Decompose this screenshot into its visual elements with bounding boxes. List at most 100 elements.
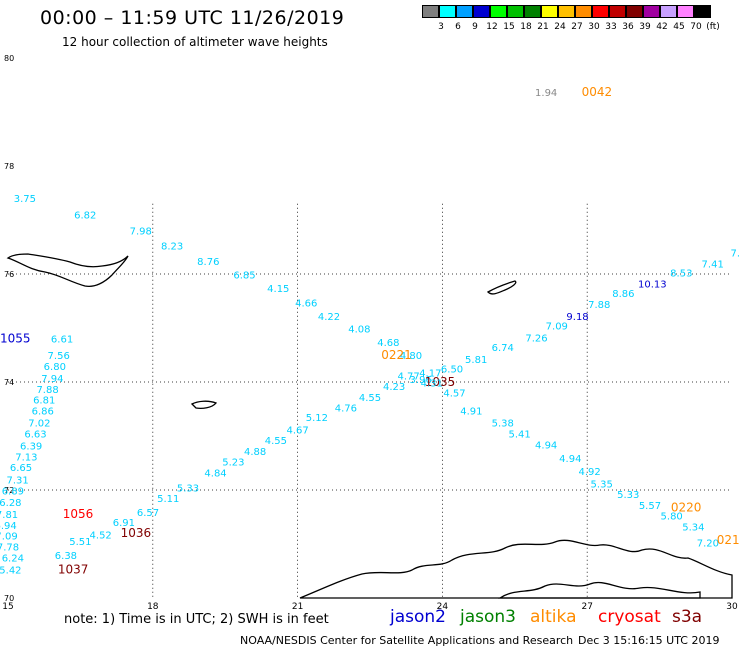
swh-value-label: 4.94 [559,454,581,465]
scale-label: 33 [605,22,617,32]
swh-value-label: 10.13 [638,280,667,291]
coastline [486,280,517,295]
scale-label: 42 [656,22,668,32]
scale-swatch [473,5,490,18]
pass-time-label: 1055 [0,332,31,346]
scale-label: 15 [503,22,515,32]
swh-value-label: 6.63 [24,430,46,441]
scale-label: 9 [472,22,478,32]
swh-value-label: 7.20 [697,539,719,550]
swh-value-label: 5.11 [157,494,179,505]
swh-value-label: 4.17 [419,369,441,380]
scale-swatch [626,5,643,18]
swh-value-label: 4.94 [535,440,557,451]
swh-value-label: 6.39 [20,442,42,453]
swh-value-label: 7.09 [0,532,18,543]
swh-value-label: 5.42 [0,566,22,577]
lon-tick-label: 15 [2,602,13,612]
pass-time-label: 1035 [425,375,456,389]
swh-value-label: 5.33 [177,484,199,495]
swh-value-label: 5.41 [508,430,530,441]
scale-label: 3 [438,22,444,32]
scale-label: 27 [571,22,583,32]
scale-swatch [609,5,626,18]
swh-value-label: 7.78 [0,542,19,553]
scale-swatch [490,5,507,18]
scale-swatch [439,5,456,18]
swh-value-label: 6.57 [137,508,159,519]
swh-value-label: 7.26 [525,334,547,345]
scale-swatch [507,5,524,18]
lon-tick-label: 24 [437,602,449,612]
pass-time-label: 1036 [121,526,152,540]
swh-value-label: 7.31 [7,476,29,487]
pass-time-label: 1037 [58,563,89,577]
swh-value-label: 4.52 [90,531,112,542]
lat-tick-label: 80 [4,54,14,63]
swh-value-label: 4.76 [335,404,357,415]
scale-swatch [694,5,711,18]
pass-time-label: 0219 [717,533,740,547]
swh-value-label: 4.88 [244,447,266,458]
page-subtitle: 12 hour collection of altimeter wave hei… [62,35,328,49]
swh-value-label: 5.81 [465,355,487,366]
swh-value-label: 7.98 [130,227,152,238]
swh-value-label: 5.33 [617,490,639,501]
scale-swatch [558,5,575,18]
swh-value-label: 6.50 [441,364,463,375]
swh-value-label: 7.88 [36,385,58,396]
scale-label: 30 [588,22,600,32]
swh-value-label: 6.61 [51,335,73,346]
swh-value-label: 7.81 [0,510,18,521]
scale-swatch [524,5,541,18]
scale-label: 24 [554,22,566,32]
scale-label: 45 [673,22,685,32]
scale-swatch [575,5,592,18]
swh-value-label: 4.55 [359,393,381,404]
coastline [6,253,129,288]
swh-value-label: 7.88 [588,300,610,311]
swh-value-label: 4.84 [204,469,226,480]
lon-tick-label: 30 [726,602,738,612]
swh-value-label: 4.23 [383,382,405,393]
swh-value-label: 8.23 [161,242,183,253]
swh-value-label: 6.94 [0,521,17,532]
scale-label: 70 [690,22,702,32]
page-title: 00:00 – 11:59 UTC 11/26/2019 [40,7,345,29]
swh-value-label: 3.75 [14,194,36,205]
scale-label: 6 [455,22,461,32]
swh-value-label: 7.13 [15,452,37,463]
swh-value-label: 6.80 [44,362,66,373]
swh-value-label: 5.34 [682,523,704,534]
swh-value-label: 5.12 [306,413,328,424]
swh-value-label: 6.89 [2,486,24,497]
swh-value-label: 5.23 [222,458,244,469]
scale-swatch [677,5,694,18]
swh-value-label: 4.66 [295,298,317,309]
swh-value-label: 7.15 [731,249,740,260]
credit-line: NOAA/NESDIS Center for Satellite Applica… [240,634,574,647]
swh-value-label: 5.38 [492,418,514,429]
swh-value-label: 7.02 [28,418,50,429]
lon-tick-label: 18 [147,602,159,612]
swh-value-label: 4.08 [348,324,370,335]
generated-timestamp: Dec 3 15:16:15 UTC 2019 [578,634,720,647]
lat-tick-label: 70 [4,594,14,603]
scale-swatch [541,5,558,18]
scale-label: 36 [622,22,634,32]
swh-value-label: 8.53 [670,269,692,280]
scale-label: 21 [537,22,549,32]
swh-value-label: 6.38 [55,551,77,562]
pass-time-label: 0220 [671,501,702,515]
swh-value-label: 6.85 [233,270,255,281]
swh-value-label: 3.96 [410,375,432,386]
swh-value-label: 6.82 [74,210,96,221]
swh-value-label: 4.22 [318,312,340,323]
scale-label: 12 [486,22,498,32]
scale-swatch [643,5,660,18]
swh-value-label: 9.18 [566,312,588,323]
scale-label: (ft) [706,22,720,32]
swh-value-label: 4.92 [578,467,600,478]
scale-swatch [660,5,677,18]
